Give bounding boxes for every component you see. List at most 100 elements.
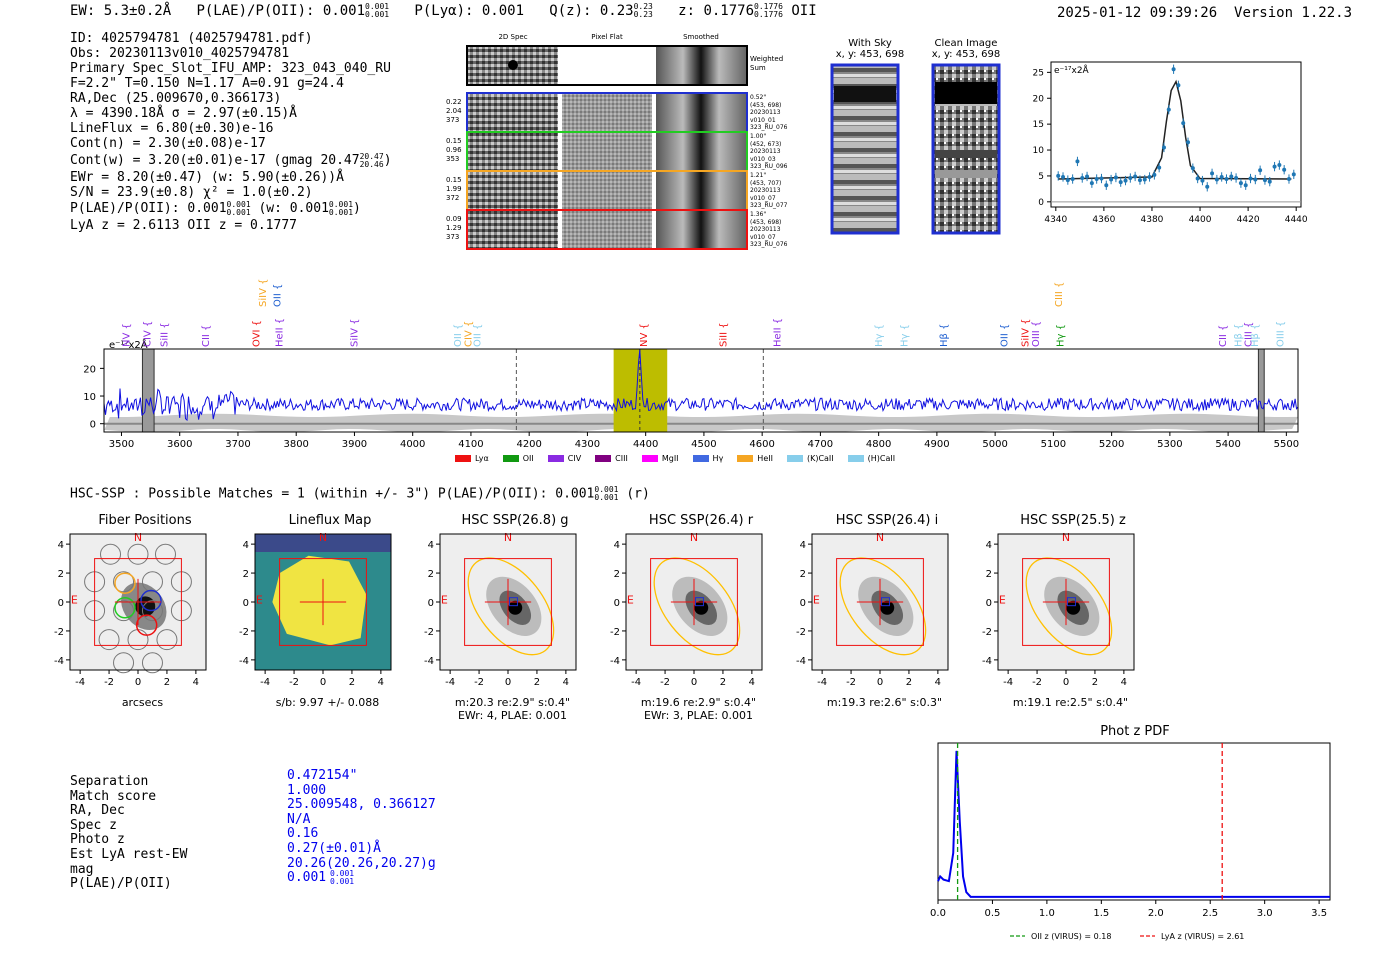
full-line-label: NV { [122, 323, 133, 347]
hsc-ytick-label: 0 [800, 598, 806, 609]
cutout-row-meta: 323_RU_076 [750, 124, 788, 131]
cutout-smooth [656, 211, 746, 248]
photz-title: Phot z PDF [1100, 724, 1170, 739]
compass-e: E [71, 593, 78, 606]
compass-n: N [134, 531, 142, 544]
full-line-label: HeII { [772, 318, 783, 347]
hsc-ytick-label: -2 [796, 627, 806, 638]
hsc-ytick-label: 2 [614, 569, 620, 580]
full-ytick-label: 20 [83, 364, 96, 375]
cutout-flat [562, 133, 652, 170]
cutout-smooth [656, 172, 746, 209]
legend-label: Hγ [712, 454, 724, 463]
zoom-data-point [1200, 178, 1205, 183]
hsc-xtick-label: 2 [534, 677, 540, 688]
zoom-data-point [1224, 177, 1229, 182]
fiber-blue [140, 589, 162, 612]
legend-item: CIV [547, 454, 581, 463]
full-xtick-label: 3500 [109, 439, 134, 450]
legend-swatch [455, 455, 471, 462]
full-line-label: SiIV { [258, 279, 269, 307]
legend-item: Hγ [692, 454, 724, 463]
full-xtick-label: 4900 [924, 439, 949, 450]
hsc-panel-caption: s/b: 9.97 +/- 0.088 [275, 696, 380, 709]
hsc-xtick-label: 0 [877, 677, 883, 688]
legend-item: Lyα [455, 454, 489, 463]
zoom-data-point [1277, 163, 1282, 168]
zoom-data-point [1214, 177, 1219, 182]
cutout-row-stat: 373 [446, 116, 460, 124]
cutout-row-meta: 323_RU_096 [750, 163, 788, 170]
photz-legend-oii: OII z (VIRUS) = 0.18 [1031, 932, 1111, 941]
hsc-summary-lo: 0.001 [594, 493, 619, 502]
full-mask-right [1257, 348, 1265, 433]
hsc-panel-caption2: EWr: 3, PLAE: 0.001 [643, 709, 754, 722]
search-box [650, 558, 738, 646]
legend-label: Lyα [475, 454, 489, 463]
hsc-panel-title: HSC SSP(26.4) i [835, 513, 939, 528]
cutout-smooth [656, 94, 746, 131]
zoom-data-point [1176, 83, 1181, 88]
zoom-data-point [1128, 176, 1133, 180]
legend-label: (K)CaII [806, 454, 834, 463]
zoom-data-point [1166, 107, 1171, 112]
match-plae-hi: 0.001 [330, 869, 355, 879]
compass-n: N [504, 531, 512, 544]
hsc-xtick-label: -4 [1003, 677, 1013, 688]
zoom-data-point [1147, 174, 1152, 179]
full-line-label: CIV { [464, 321, 475, 347]
full-spectrum-plot: 3500 3600 3700 3800 3900 4000 4100 4200 4300 4400… [83, 279, 1299, 450]
full-xtick-label: 4400 [633, 439, 658, 450]
header-summary: EW: 5.3±0.2Å P(LAE)/P(OII): 0.001 0.001 0.… [70, 2, 817, 20]
zoom-ytick-label: 15 [1033, 120, 1044, 130]
hsc-xtick-label: 0 [691, 677, 697, 688]
hsc-ytick-label: 4 [58, 540, 64, 551]
search-box [279, 558, 367, 646]
hsc-panel-image: N E 4 4 2 2 0 0 -2 -2 -4 -4 [610, 531, 763, 688]
zoom-xtick-label: 4380 [1141, 215, 1164, 225]
hsc-panel-caption: m:20.3 re:2.9" s:0.4" [454, 696, 571, 709]
clean-image-title-block: Clean Image x, y: 453, 698 [916, 38, 1016, 60]
info-line: λ = 4390.18Å σ = 2.97(±0.15)Å [70, 106, 297, 121]
cutout-row-meta: (453, 698) [750, 101, 782, 109]
photz-plot: 0.0 0.5 1.0 1.5 2.0 2.5 3.0 3.5 OII z (VIRUS) = … [930, 742, 1331, 941]
cutout-rows [466, 92, 748, 250]
hsc-ytick-label: -4 [424, 656, 434, 667]
fiber-circle [113, 652, 135, 674]
hsc-xtick-label: -4 [631, 677, 641, 688]
hsc-xtick-label: 0 [1063, 677, 1069, 688]
cutout-smooth [656, 133, 746, 170]
photz-xtick-label: 3.5 [1311, 908, 1327, 919]
info-line: ID: 4025794781 (4025794781.pdf) [70, 31, 313, 46]
info-plae-w-lo: 0.001 [328, 207, 354, 217]
hsc-panel-caption: arcsecs [121, 696, 164, 709]
hsc-panel-image: N E 4 4 2 2 0 0 -2 -2 -4 -4 [239, 531, 392, 688]
full-line-label: OII { [999, 324, 1010, 347]
hsc-xtick-label: 0 [320, 677, 326, 688]
zoom-data-point [1085, 174, 1090, 179]
hsc-xtick-label: 4 [193, 677, 199, 688]
zoom-data-point [1181, 121, 1186, 126]
zoom-data-point [1123, 178, 1128, 183]
zoom-data-point [1137, 178, 1142, 183]
cutout-row-meta: (453, 698) [750, 218, 782, 226]
full-line-label: CIII { [1243, 322, 1254, 347]
header-qz-hi: 0.23 [633, 2, 653, 11]
zoom-data-point [1282, 167, 1287, 172]
hsc-xtick-label: -4 [445, 677, 455, 688]
zoom-ytick-label: 20 [1033, 94, 1045, 104]
cutout-row-stat: 0.15 [446, 176, 462, 184]
full-xtick-label: 5400 [1215, 439, 1240, 450]
hsc-ytick-label: -4 [610, 656, 620, 667]
header-plae-lo: 0.001 [365, 10, 390, 19]
search-box [94, 558, 182, 646]
cutout-row-right-label: 1.21" (453, 707) 20230113 v010_07 323_RU_077 [750, 172, 787, 210]
zoom-data-point [1248, 176, 1253, 181]
legend-swatch [786, 455, 803, 462]
cutout-sum-frame [466, 45, 748, 86]
match-value: 25.009548, 0.366127 [287, 797, 436, 813]
cutout-smooth-sum [656, 47, 746, 84]
info-line: LyA z = 2.6113 OII z = 0.1777 [70, 218, 297, 233]
full-ytick-label: 0 [90, 420, 96, 431]
match-label: Spec z [70, 817, 117, 833]
